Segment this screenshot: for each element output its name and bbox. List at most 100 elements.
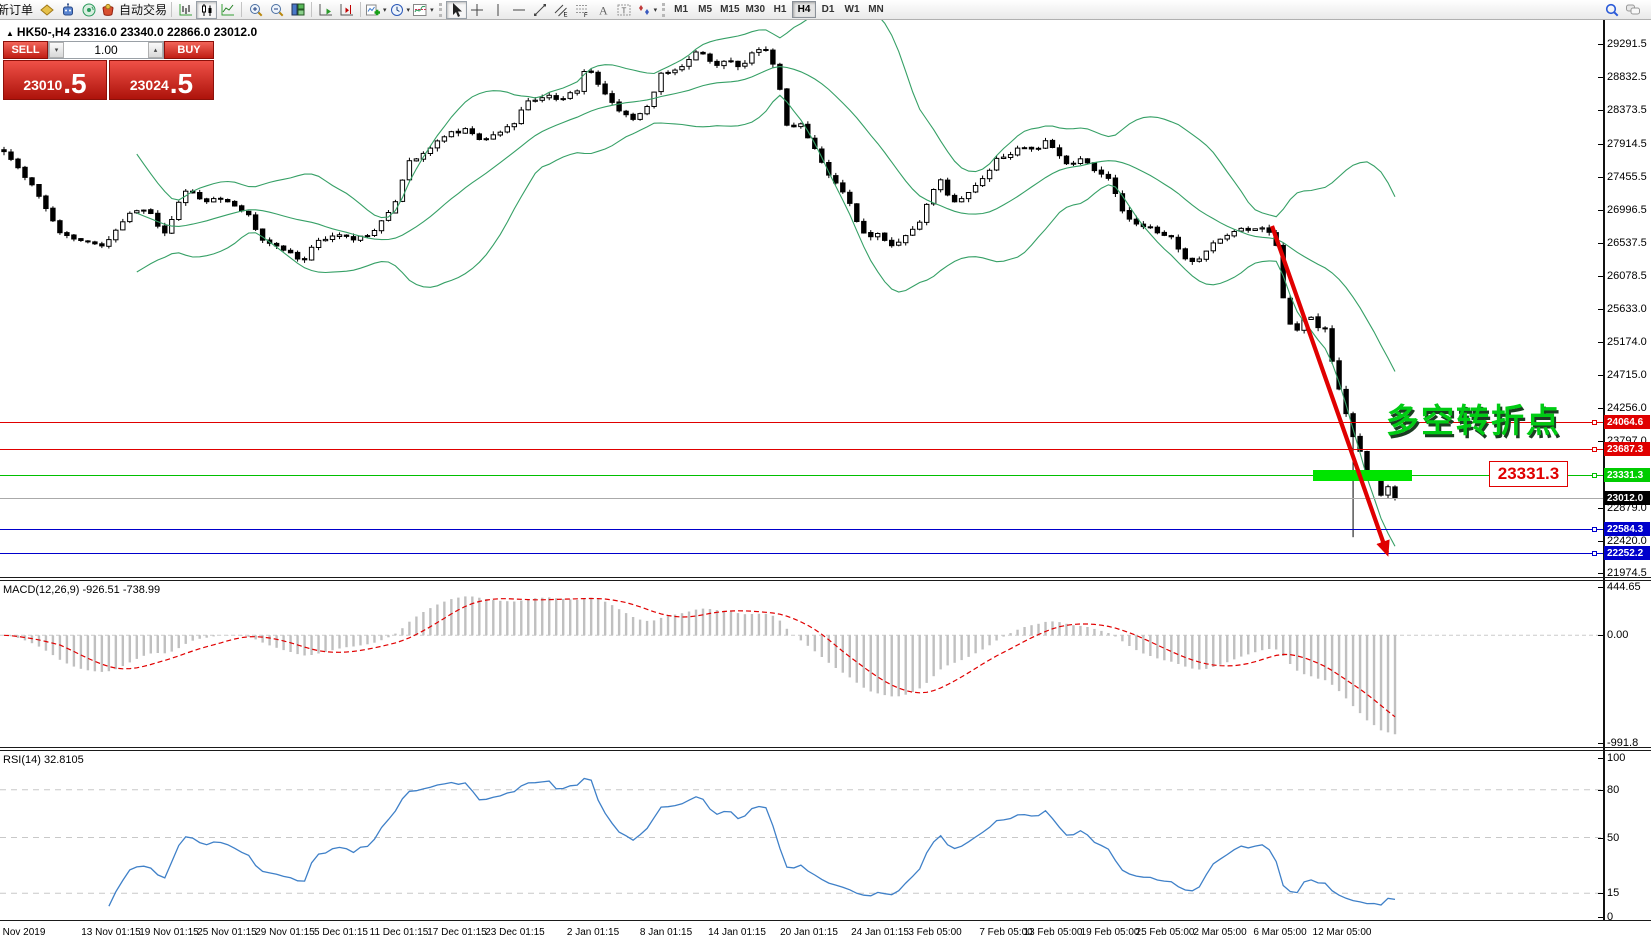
chart-candles-icon[interactable] xyxy=(196,0,218,19)
volume-increase-button[interactable]: ▴ xyxy=(148,42,163,58)
date-axis-label: 2 Jan 01:15 xyxy=(566,927,620,938)
chart-bars-icon[interactable] xyxy=(175,1,196,19)
price-axis-tick xyxy=(1598,110,1603,111)
crosshair-icon-glyph xyxy=(471,3,484,16)
expert-advisors-icon[interactable] xyxy=(57,1,78,19)
price-axis-label: 27914.5 xyxy=(1607,138,1647,150)
chart-line-icon[interactable] xyxy=(217,1,238,19)
signals-icon[interactable] xyxy=(78,1,99,19)
price-badge-23687.3: 23687.3 xyxy=(1604,442,1650,456)
zoom-out-icon-glyph xyxy=(270,3,283,16)
chat-icon[interactable] xyxy=(1622,1,1643,19)
arrows-dropdown[interactable]: ▾ xyxy=(635,1,659,19)
timeframe-button-mn[interactable]: MN xyxy=(868,4,884,15)
line-handle[interactable] xyxy=(1592,420,1597,425)
crosshair-icon[interactable] xyxy=(467,1,488,19)
price-badge-23331.3: 23331.3 xyxy=(1604,468,1650,482)
date-axis-label: 6 Mar 05:00 xyxy=(1253,927,1307,938)
sell-price-main: 23010 xyxy=(23,77,63,93)
sell-price[interactable]: 23010.5 xyxy=(3,60,107,100)
rsi-axis-tick xyxy=(1598,790,1603,791)
timeframe-button-h4[interactable]: H4 xyxy=(792,1,816,18)
price-axis-label: 24715.0 xyxy=(1607,369,1647,381)
channel-icon[interactable]: E xyxy=(551,1,572,19)
timeframe-button-m15[interactable]: M15 xyxy=(720,4,740,15)
toolbar-separator xyxy=(311,2,313,17)
buy-price-main: 23024 xyxy=(129,77,169,93)
toolbar-separator xyxy=(171,2,173,17)
timeframe-button-w1[interactable]: W1 xyxy=(844,4,860,15)
rsi-pane[interactable] xyxy=(0,752,1603,919)
chart-annotation-text[interactable]: 多空转折点 xyxy=(1386,402,1561,439)
chart-bottom-line xyxy=(0,920,1651,921)
indicators-dropdown[interactable]: ▾ xyxy=(411,1,435,19)
chevron-down-icon: ▾ xyxy=(383,6,387,14)
price-axis-label: 28373.5 xyxy=(1607,104,1647,116)
pane-separator[interactable] xyxy=(0,577,1651,578)
price-level-line-22584.3[interactable] xyxy=(0,529,1603,530)
chevron-down-icon: ▾ xyxy=(653,6,658,14)
buy-button[interactable]: BUY xyxy=(164,41,214,59)
price-axis-label: 29291.5 xyxy=(1607,38,1647,50)
cursor-icon[interactable] xyxy=(445,0,467,19)
price-level-line-23687.3[interactable] xyxy=(0,449,1603,450)
text-label-icon[interactable]: T xyxy=(614,1,635,19)
period-dropdown[interactable]: ▾ xyxy=(388,1,412,19)
line-handle[interactable] xyxy=(1592,527,1597,532)
line-handle[interactable] xyxy=(1592,551,1597,556)
price-level-line-22252.2[interactable] xyxy=(0,553,1603,554)
timeframe-button-m30[interactable]: M30 xyxy=(745,4,765,15)
sell-price-pip: .5 xyxy=(63,68,87,99)
main-price-chart[interactable] xyxy=(0,20,1603,577)
timeframe-button-h1[interactable]: H1 xyxy=(773,4,787,15)
chart-title-text: HK50-,H4 23316.0 23340.0 22866.0 23012.0 xyxy=(16,25,258,39)
cursor-icon-glyph xyxy=(453,2,463,17)
pane-separator[interactable] xyxy=(0,580,1651,581)
chart-candles-icon-glyph xyxy=(201,3,212,16)
date-axis-label: 12 Mar 05:00 xyxy=(1312,927,1372,938)
vertical-line-icon[interactable] xyxy=(488,1,509,19)
volume-decrease-button[interactable]: ▾ xyxy=(49,42,64,58)
fibonacci-icon[interactable]: F xyxy=(572,1,593,19)
timeframe-button-m5[interactable]: M5 xyxy=(698,4,713,15)
price-level-line-23012.0[interactable] xyxy=(0,498,1603,499)
autotrading-button-glyph xyxy=(102,3,114,16)
zoom-in-icon[interactable] xyxy=(245,1,266,19)
price-badge-23012.0: 23012.0 xyxy=(1604,491,1650,505)
price-level-line-23331.3[interactable] xyxy=(0,475,1603,476)
price-axis-label: 21974.5 xyxy=(1607,567,1647,579)
zoom-out-icon[interactable] xyxy=(266,1,287,19)
rsi-axis-label: 15 xyxy=(1607,887,1620,899)
indicators-dropdown-glyph xyxy=(413,3,427,16)
buy-price[interactable]: 23024.5 xyxy=(109,60,214,100)
price-level-line-24064.6[interactable] xyxy=(0,422,1603,423)
candles xyxy=(1,46,1398,538)
new-chart-dropdown[interactable]: ▾ xyxy=(364,1,388,19)
chart-shift-icon[interactable] xyxy=(336,1,357,19)
pane-separator[interactable] xyxy=(0,750,1651,751)
metaeditor-icon[interactable] xyxy=(36,1,57,19)
pane-separator[interactable] xyxy=(0,747,1651,748)
tile-windows-icon-glyph xyxy=(291,3,305,15)
line-handle[interactable] xyxy=(1592,447,1597,452)
trendline-icon[interactable] xyxy=(530,1,551,19)
autotrading-button[interactable]: 自动交易 xyxy=(99,1,168,19)
sell-button[interactable]: SELL xyxy=(3,41,48,59)
search-icon[interactable] xyxy=(1601,1,1622,19)
volume-input[interactable]: 1.00 xyxy=(64,42,148,58)
date-axis-label: 5 Dec 01:15 xyxy=(314,927,368,938)
toolbar-separator xyxy=(360,2,362,17)
macd-pane[interactable] xyxy=(0,582,1603,746)
horizontal-line-icon[interactable] xyxy=(509,1,530,19)
macd-axis-label: 0.00 xyxy=(1607,629,1629,641)
timeframe-button-d1[interactable]: D1 xyxy=(821,4,835,15)
auto-scroll-icon[interactable] xyxy=(315,1,336,19)
highlight-rectangle[interactable] xyxy=(1313,470,1412,481)
timeframe-button-m1[interactable]: M1 xyxy=(674,4,689,15)
date-axis-label: 2 Mar 05:00 xyxy=(1193,927,1247,938)
price-callout-label[interactable]: 23331.3 xyxy=(1489,461,1568,487)
new-order-button[interactable]: 新订单 xyxy=(0,3,34,17)
tile-windows-icon[interactable] xyxy=(287,1,308,19)
line-handle[interactable] xyxy=(1592,473,1597,478)
text-icon[interactable]: A xyxy=(593,1,614,19)
